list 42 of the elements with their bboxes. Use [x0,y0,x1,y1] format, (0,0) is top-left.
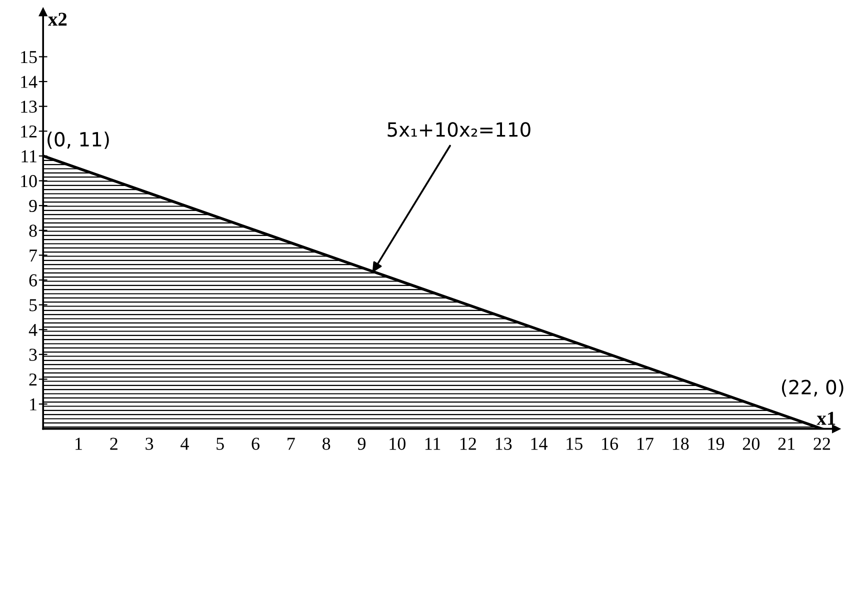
y-tick-label: 7 [30,250,38,262]
x-tick-label: 4 [180,438,189,450]
y-tick-label: 5 [30,299,37,312]
y-tick-label: 8 [29,224,37,237]
x-tick-label: 15 [566,438,582,450]
y-tick-label: 9 [29,200,37,212]
x-tick-label: 12 [460,438,476,450]
x-tick-label: 14 [531,438,548,450]
y-axis-title: x2 [48,12,67,26]
y-tick-label: 2 [29,374,37,386]
x-tick-label: 22 [814,438,830,450]
x-tick-label: 13 [496,438,512,450]
annotation: (0, 11) [48,132,109,149]
x-tick-label: 19 [708,438,724,450]
y-tick-label: 4 [28,324,38,336]
y-tick-label: 11 [22,150,36,162]
x-tick-label: 8 [322,438,330,450]
x-tick-label: 3 [146,438,154,450]
y-tick-label: 15 [21,51,37,64]
x-tick-label: 2 [110,438,118,450]
x-tick-label: 21 [778,438,795,450]
y-tick-label: 14 [21,76,38,88]
y-tick-label: 6 [29,274,38,286]
annotation: (22, 0) [782,379,844,397]
y-tick-label: 3 [29,348,37,361]
x-tick-label: 9 [358,438,366,450]
x-tick-label: 1 [76,438,82,450]
y-tick-label: 12 [21,125,37,138]
x-tick-label: 17 [638,438,654,450]
x-tick-label: 20 [742,438,760,450]
annotation: 5x₁+10x₂=110 [388,122,530,137]
y-tick-label: 1 [30,398,36,410]
x-tick-label: 10 [390,438,406,450]
x-tick-label: 5 [216,438,224,450]
y-tick-label: 10 [21,175,37,188]
x-axis-title: x1 [816,412,836,425]
y-tick-label: 13 [21,100,37,113]
x-tick-label: 16 [602,438,618,450]
x-tick-label: 18 [672,438,689,450]
x-tick-label: 6 [252,438,260,450]
x-tick-label: 7 [288,438,295,450]
x-tick-label: 11 [425,438,440,450]
